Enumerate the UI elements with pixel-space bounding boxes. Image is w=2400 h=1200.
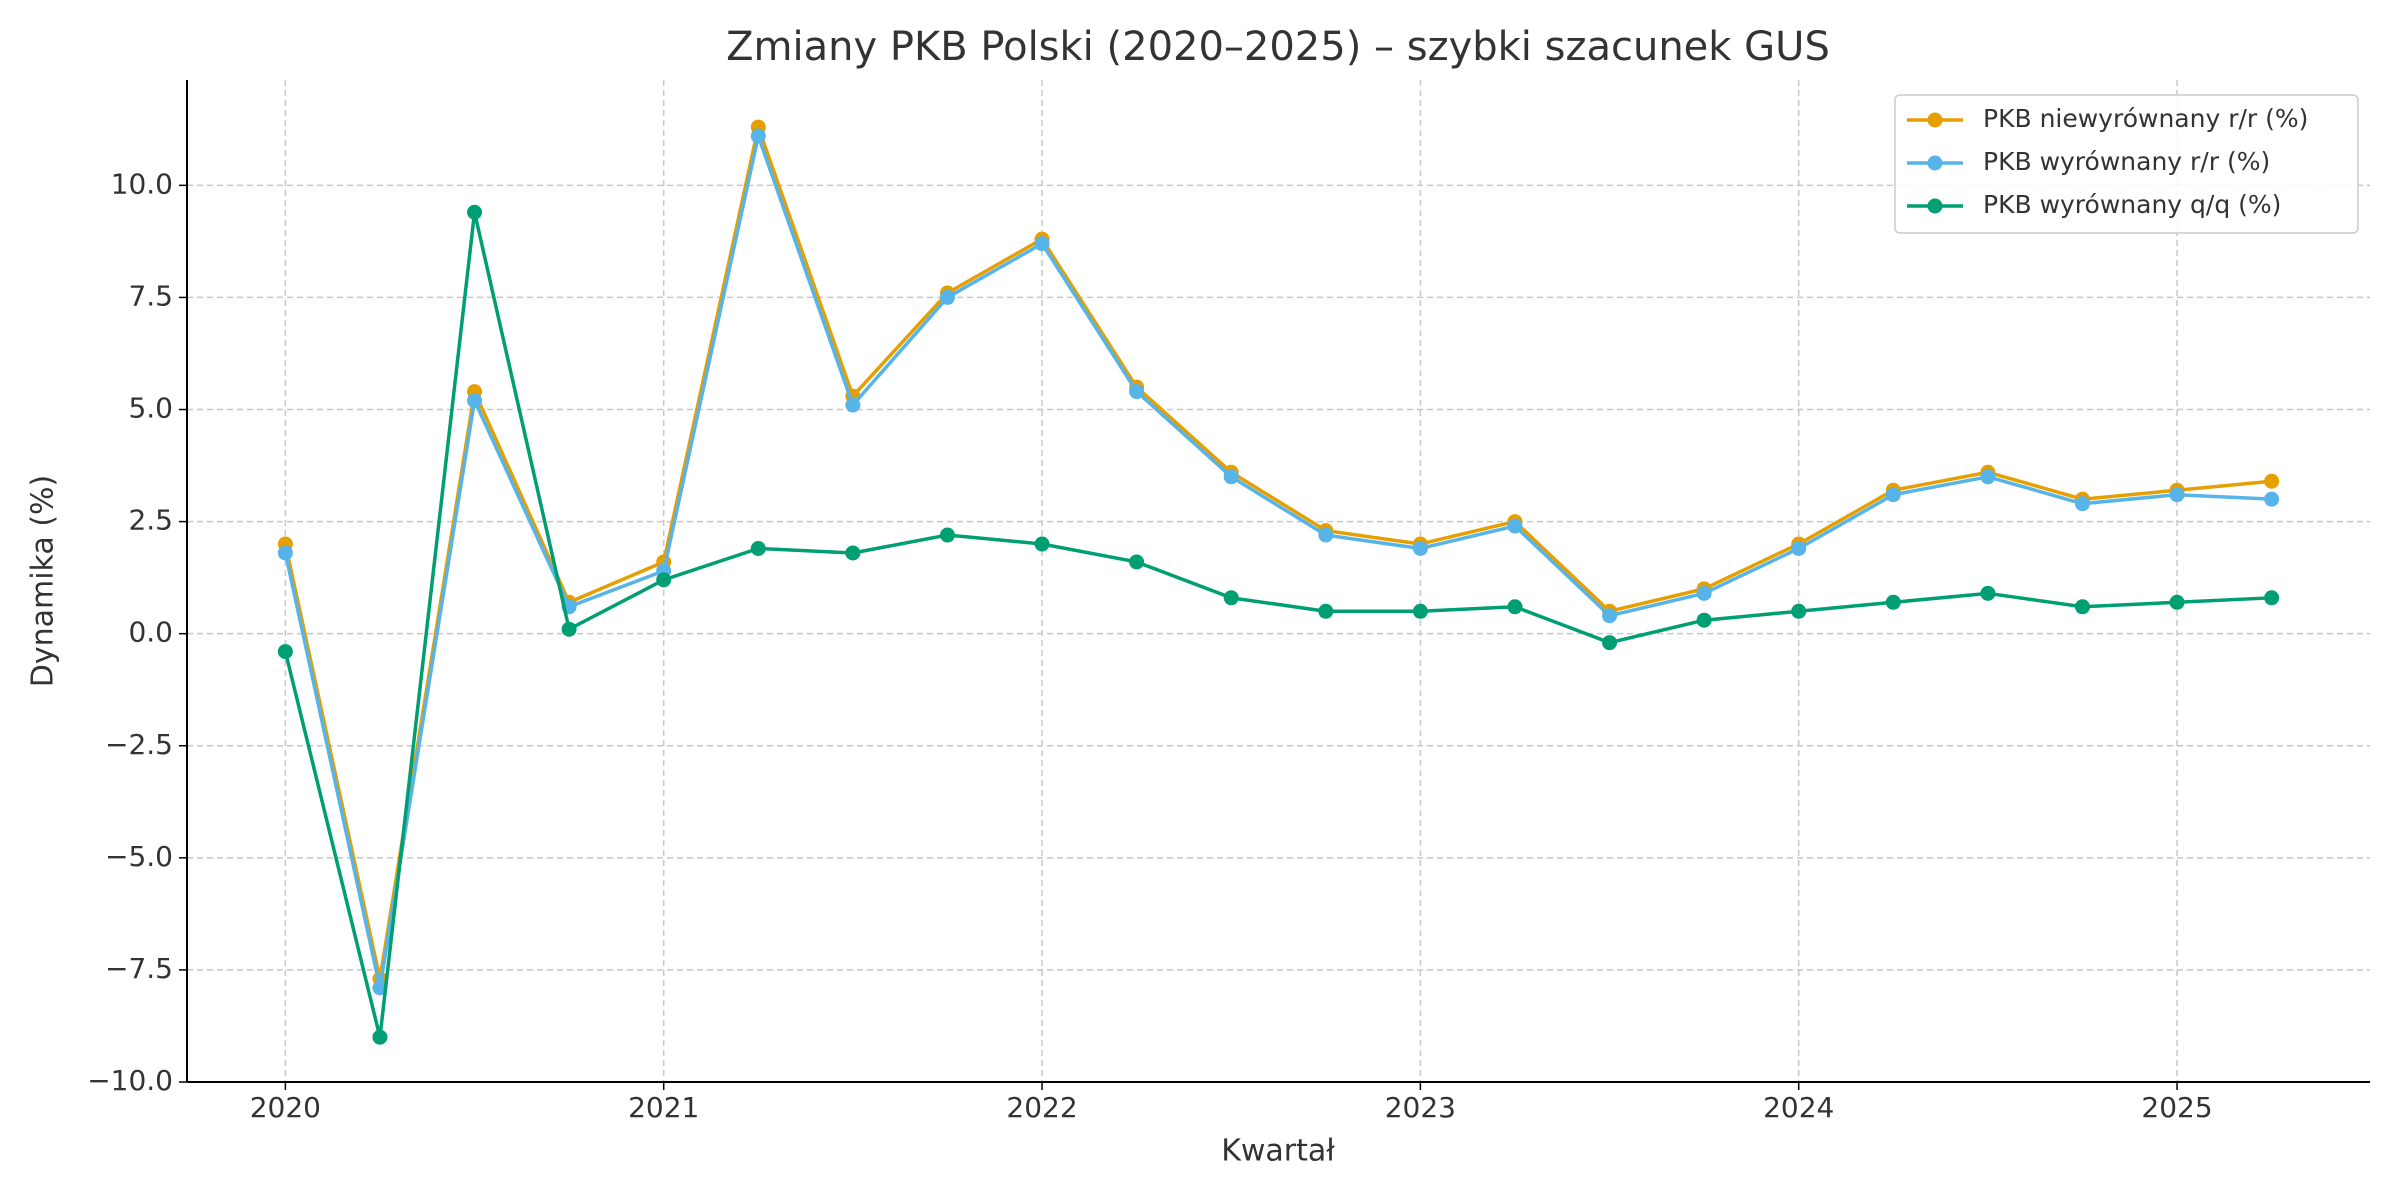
y-tick-label: −10.0 bbox=[87, 1064, 173, 1097]
data-point bbox=[467, 204, 483, 220]
data-point bbox=[2264, 473, 2280, 489]
series-line bbox=[283, 211, 2272, 1038]
series-line bbox=[283, 129, 2272, 989]
x-tick-label: 2022 bbox=[1006, 1091, 1077, 1124]
data-point bbox=[372, 1029, 388, 1045]
y-tick-label: −2.5 bbox=[105, 728, 173, 761]
data-point bbox=[2074, 496, 2090, 512]
data-point bbox=[1318, 603, 1334, 619]
series-line bbox=[283, 120, 2272, 980]
data-point bbox=[561, 621, 577, 637]
x-tick-label: 2024 bbox=[1763, 1091, 1834, 1124]
data-point bbox=[750, 128, 766, 144]
data-point bbox=[2264, 590, 2280, 606]
y-tick-label: 0.0 bbox=[128, 616, 173, 649]
legend-box bbox=[1894, 94, 2359, 234]
data-point bbox=[1034, 236, 1050, 252]
data-point bbox=[1885, 594, 1901, 610]
data-point bbox=[1602, 635, 1618, 651]
legend-label: PKB wyrównany r/r (%) bbox=[1983, 147, 2270, 176]
data-point bbox=[1791, 540, 1807, 556]
legend-marker bbox=[1927, 112, 1943, 128]
data-point bbox=[750, 540, 766, 556]
data-point bbox=[1223, 469, 1239, 485]
data-point bbox=[2074, 599, 2090, 615]
y-tick-label: 7.5 bbox=[128, 279, 173, 312]
data-point bbox=[467, 393, 483, 409]
data-point bbox=[1318, 527, 1334, 543]
data-point bbox=[277, 644, 293, 660]
data-point bbox=[939, 527, 955, 543]
data-point bbox=[2169, 487, 2185, 503]
x-tick-label: 2025 bbox=[2141, 1091, 2212, 1124]
y-tick-label: −5.0 bbox=[105, 840, 173, 873]
data-point bbox=[1412, 603, 1428, 619]
data-point bbox=[277, 545, 293, 561]
x-tick-label: 2023 bbox=[1385, 1091, 1456, 1124]
data-point bbox=[1602, 608, 1618, 624]
y-tick-label: 10.0 bbox=[111, 167, 173, 200]
y-tick-label: 2.5 bbox=[128, 504, 173, 537]
data-point bbox=[1034, 536, 1050, 552]
legend: PKB niewyrównany r/r (%) PKB wyrównany r/… bbox=[1894, 94, 2359, 234]
legend-label: PKB niewyrównany r/r (%) bbox=[1983, 104, 2308, 133]
data-point bbox=[1696, 585, 1712, 601]
y-tick-label: 5.0 bbox=[128, 392, 173, 425]
data-point bbox=[1791, 603, 1807, 619]
data-point bbox=[845, 397, 861, 413]
data-point bbox=[1980, 469, 1996, 485]
data-point bbox=[939, 289, 955, 305]
data-point bbox=[845, 545, 861, 561]
data-point bbox=[1129, 384, 1145, 400]
data-point bbox=[656, 572, 672, 588]
legend-label: PKB wyrównany q/q (%) bbox=[1983, 190, 2281, 219]
data-point bbox=[2264, 491, 2280, 507]
legend-marker bbox=[1927, 155, 1943, 171]
legend-marker bbox=[1927, 198, 1943, 214]
data-point bbox=[1980, 585, 1996, 601]
data-point bbox=[1507, 518, 1523, 534]
data-point bbox=[2169, 594, 2185, 610]
data-point bbox=[1412, 540, 1428, 556]
data-point bbox=[1885, 487, 1901, 503]
data-point bbox=[1223, 590, 1239, 606]
y-axis-label: Dynamika (%) bbox=[26, 475, 61, 688]
data-point bbox=[1129, 554, 1145, 570]
x-tick-label: 2020 bbox=[250, 1091, 321, 1124]
y-tick-label: −7.5 bbox=[105, 952, 173, 985]
x-tick-label: 2021 bbox=[628, 1091, 699, 1124]
chart-title: Zmiany PKB Polski (2020–2025) – szybki s… bbox=[726, 24, 1830, 70]
x-axis-label: Kwartał bbox=[1221, 1134, 1335, 1169]
data-point bbox=[1507, 599, 1523, 615]
data-point bbox=[1696, 612, 1712, 628]
